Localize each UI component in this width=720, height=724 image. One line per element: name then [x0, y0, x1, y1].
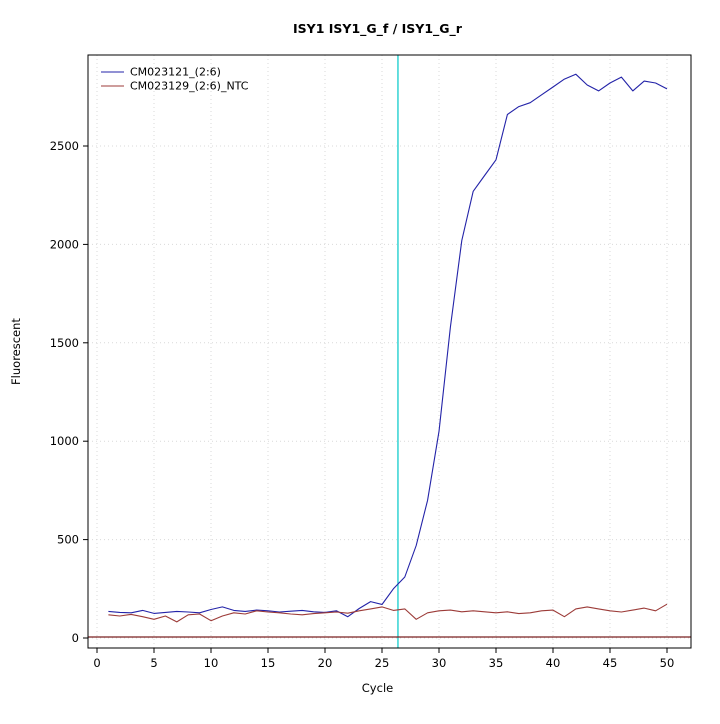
x-axis-label: Cycle	[362, 681, 393, 695]
y-axis-label: Fluorescent	[9, 318, 23, 385]
x-tick-label: 40	[546, 656, 561, 670]
y-tick-label: 2500	[50, 139, 79, 153]
x-tick-label: 50	[660, 656, 675, 670]
x-tick-label: 10	[204, 656, 219, 670]
x-tick-label: 0	[93, 656, 100, 670]
legend-entry-label: CM023129_(2:6)_NTC	[130, 80, 249, 93]
y-tick-label: 500	[57, 533, 79, 547]
series-line-1	[108, 603, 668, 623]
x-tick-label: 35	[489, 656, 504, 670]
x-tick-label: 20	[318, 656, 333, 670]
y-tick-label: 2000	[50, 237, 79, 251]
x-tick-label: 5	[150, 656, 157, 670]
x-axis: 0 5 10 15 20 25 30 35 40 45 50	[93, 648, 674, 670]
x-tick-label: 45	[603, 656, 618, 670]
grid	[88, 55, 691, 648]
series-line-0	[108, 73, 668, 618]
x-tick-label: 30	[432, 656, 447, 670]
y-tick-label: 1000	[50, 434, 79, 448]
y-tick-label: 1500	[50, 336, 79, 350]
y-tick-label: 0	[72, 631, 79, 645]
y-axis: 0 500 1000 1500 2000 2500	[50, 139, 88, 645]
legend: CM023121_(2:6)CM023129_(2:6)_NTC	[101, 66, 249, 93]
x-tick-label: 15	[261, 656, 276, 670]
legend-entry-label: CM023121_(2:6)	[130, 66, 221, 79]
x-tick-label: 25	[375, 656, 390, 670]
chart-title: ISY1 ISY1_G_f / ISY1_G_r	[293, 21, 463, 37]
plot-border	[87, 54, 692, 649]
